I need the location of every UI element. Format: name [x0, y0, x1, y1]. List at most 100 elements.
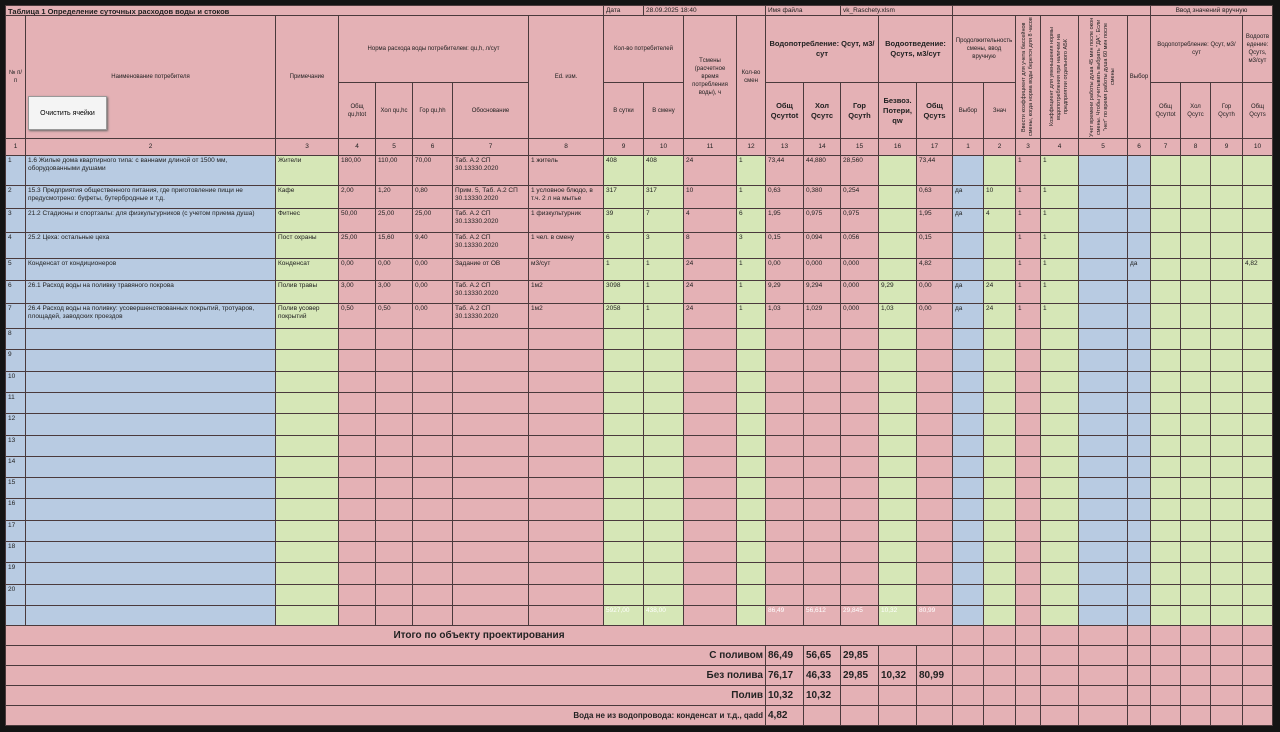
- data-cell: 1: [1040, 155, 1079, 186]
- data-cell: [1150, 413, 1181, 436]
- data-cell: Прим. 5, Таб. А.2 СП 30.13330.2020: [452, 185, 529, 209]
- data-cell: [1180, 258, 1211, 281]
- header-cell: В сутки: [603, 82, 644, 139]
- cell: [1078, 665, 1128, 686]
- totals-label: С поливом: [5, 645, 766, 666]
- data-cell: Конденсат от кондиционеров: [25, 258, 276, 281]
- data-cell: 0,000: [840, 280, 879, 304]
- cell: [1150, 645, 1181, 666]
- data-cell: [878, 371, 917, 393]
- data-cell: [1210, 258, 1243, 281]
- data-cell: [1150, 584, 1181, 606]
- data-cell: [840, 392, 879, 414]
- cell: [983, 705, 1016, 726]
- data-cell: 1: [643, 280, 684, 304]
- sum-cell: [5, 605, 26, 626]
- row-number: 2: [5, 185, 26, 209]
- data-cell: 110,00: [375, 155, 413, 186]
- column-number: 13: [765, 138, 804, 156]
- data-cell: 4: [683, 208, 737, 233]
- data-cell: [1242, 456, 1273, 478]
- data-cell: 15,60: [375, 232, 413, 259]
- data-cell: 1,95: [765, 208, 804, 233]
- data-cell: [736, 371, 766, 393]
- cell: [803, 705, 841, 726]
- cell: [1180, 645, 1211, 666]
- data-cell: 0,056: [840, 232, 879, 259]
- header-cell: Выбор: [1127, 15, 1151, 139]
- sum-cell: [1180, 605, 1211, 626]
- clear-button[interactable]: Очистить ячейки: [28, 96, 107, 130]
- data-cell: [1242, 303, 1273, 329]
- data-cell: [452, 392, 529, 414]
- data-cell: [1127, 498, 1151, 521]
- data-cell: [603, 349, 644, 372]
- data-cell: 9,29: [765, 280, 804, 304]
- cell: [1150, 685, 1181, 706]
- data-cell: [878, 349, 917, 372]
- data-cell: [1015, 328, 1041, 350]
- data-cell: 0,50: [338, 303, 376, 329]
- data-cell: [1150, 349, 1181, 372]
- data-cell: [275, 349, 339, 372]
- row-number: 14: [5, 456, 26, 478]
- row-number: 17: [5, 520, 26, 542]
- data-cell: [528, 541, 604, 563]
- data-cell: 1,03: [878, 303, 917, 329]
- header-cell: Водопотребление: Qсут, м3/сут: [765, 15, 879, 83]
- data-cell: [528, 477, 604, 499]
- data-cell: 0,254: [840, 185, 879, 209]
- data-cell: 3: [736, 232, 766, 259]
- data-cell: [952, 541, 984, 563]
- data-cell: [878, 562, 917, 585]
- cell: [1180, 625, 1211, 646]
- data-cell: [643, 349, 684, 372]
- data-cell: [840, 584, 879, 606]
- header-cell: Кол-во потребителей: [603, 15, 684, 83]
- data-cell: 1: [736, 258, 766, 281]
- data-cell: 0,00: [412, 258, 453, 281]
- column-number: 6: [412, 138, 453, 156]
- header-cell: Продолжительность смены, ввод вручную: [952, 15, 1016, 83]
- data-cell: [643, 456, 684, 478]
- data-cell: [878, 208, 917, 233]
- data-cell: [878, 258, 917, 281]
- data-cell: [1180, 541, 1211, 563]
- data-cell: [765, 328, 804, 350]
- data-cell: [528, 349, 604, 372]
- data-cell: [983, 232, 1016, 259]
- data-cell: да: [952, 280, 984, 304]
- data-cell: [1015, 413, 1041, 436]
- data-cell: [1040, 413, 1079, 436]
- data-cell: [1242, 280, 1273, 304]
- header-cell: Ed. изм.: [528, 15, 604, 139]
- data-cell: [952, 155, 984, 186]
- cell: [1150, 625, 1181, 646]
- data-cell: 0,380: [803, 185, 841, 209]
- data-cell: 1: [736, 280, 766, 304]
- header-cell: Ввести коэффициент для учета бассейнов с…: [1015, 15, 1041, 139]
- data-cell: [643, 413, 684, 436]
- cell: [1242, 645, 1273, 666]
- sum-cell: [412, 605, 453, 626]
- data-cell: [1180, 392, 1211, 414]
- data-cell: [1180, 584, 1211, 606]
- data-cell: [683, 413, 737, 436]
- cell: [1078, 705, 1128, 726]
- data-cell: 25,00: [338, 232, 376, 259]
- data-cell: 1: [1015, 258, 1041, 281]
- data-cell: да: [952, 303, 984, 329]
- data-cell: [603, 435, 644, 457]
- data-cell: [983, 155, 1016, 186]
- cell: [952, 645, 984, 666]
- data-cell: 2,00: [338, 185, 376, 209]
- data-cell: [1127, 541, 1151, 563]
- data-cell: [1242, 185, 1273, 209]
- data-cell: Таб. А.2 СП 30.13330.2020: [452, 280, 529, 304]
- sum-cell: [528, 605, 604, 626]
- data-cell: [878, 498, 917, 521]
- data-cell: 25.2 Цеха: остальные цеха: [25, 232, 276, 259]
- data-cell: [375, 349, 413, 372]
- data-cell: [1127, 371, 1151, 393]
- header-cell: Примечание: [275, 15, 339, 139]
